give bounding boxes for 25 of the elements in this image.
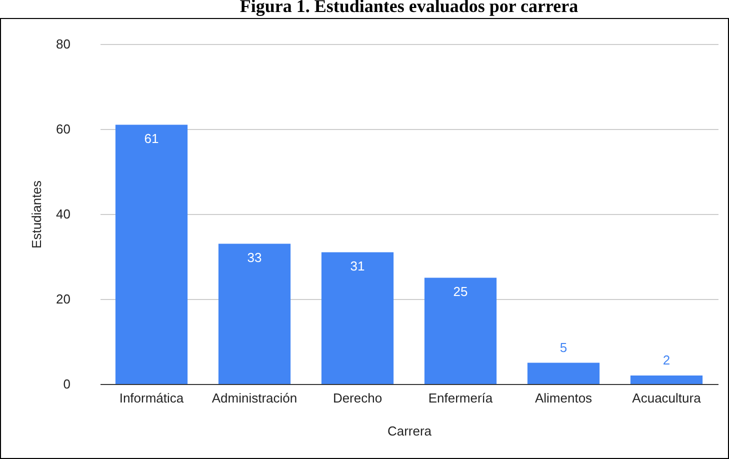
x-tick-label: Derecho (332, 390, 382, 406)
y-tick-label: 40 (56, 206, 70, 222)
data-label: 25 (453, 284, 468, 299)
data-label: 31 (350, 258, 365, 274)
x-tick-label: Informática (119, 390, 184, 406)
y-axis-title: Estudiantes (29, 180, 44, 248)
x-axis-title: Carrera (387, 424, 432, 438)
data-label: 2 (662, 352, 670, 368)
bar (630, 376, 703, 384)
y-tick-label: 0 (63, 376, 70, 392)
x-tick-label: Alimentos (534, 390, 593, 406)
x-tick-label: Acuacultura (632, 390, 702, 406)
x-tick-label: Enfermería (428, 390, 494, 406)
y-tick-label: 80 (56, 36, 70, 52)
bar (527, 362, 600, 384)
bar (218, 244, 291, 384)
bar (115, 124, 188, 384)
y-tick-label: 60 (56, 122, 70, 136)
data-label: 5 (560, 340, 568, 355)
y-tick-label: 20 (56, 292, 70, 306)
data-label: 61 (144, 130, 159, 146)
data-label: 33 (247, 250, 262, 265)
bar (321, 252, 394, 384)
x-tick-label: Administración (212, 390, 298, 406)
bar (424, 278, 497, 384)
